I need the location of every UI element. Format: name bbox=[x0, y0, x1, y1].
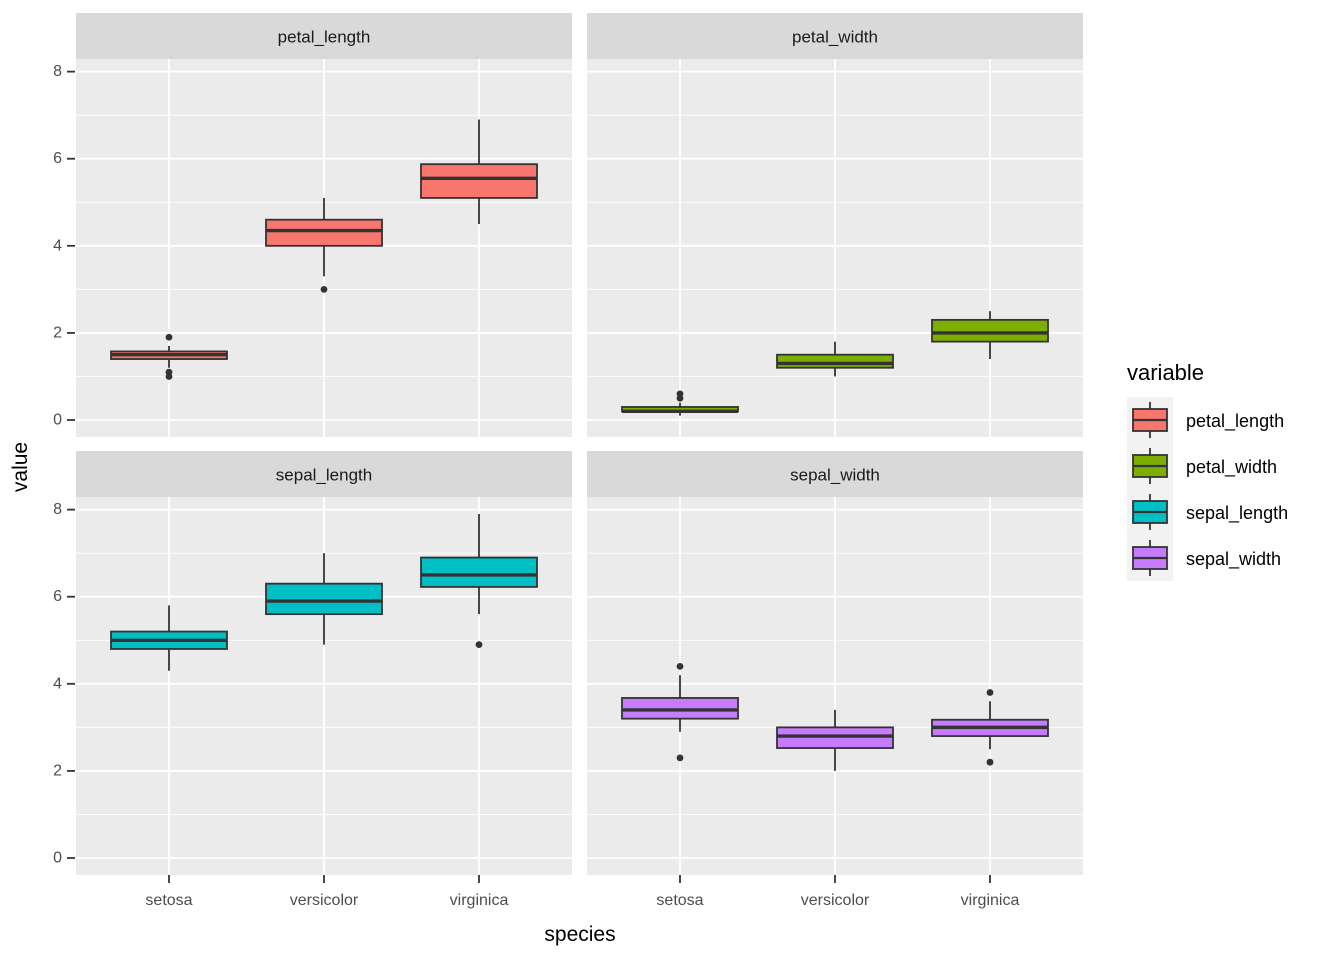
box-petal_length-versicolor bbox=[265, 218, 383, 247]
y-tick-label: 2 bbox=[53, 324, 62, 341]
y-tick-label: 8 bbox=[53, 63, 62, 80]
legend-entry-label: sepal_length bbox=[1186, 503, 1288, 524]
x-tick-label: setosa bbox=[656, 892, 703, 909]
x-axis-title: species bbox=[544, 923, 615, 946]
box-sepal_length-virginica bbox=[420, 556, 538, 588]
box-sepal_length-versicolor bbox=[265, 582, 383, 616]
outlier-point bbox=[165, 368, 173, 376]
outlier-point bbox=[676, 663, 684, 670]
x-tick-label: virginica bbox=[961, 892, 1020, 909]
facet-title: petal_width bbox=[792, 28, 878, 47]
facet-strip-petal_width bbox=[587, 13, 1083, 59]
outlier-point bbox=[986, 689, 994, 696]
y-tick-label: 0 bbox=[53, 850, 62, 867]
legend-entry-label: petal_length bbox=[1186, 411, 1284, 432]
y-tick-label: 8 bbox=[53, 501, 62, 518]
y-tick-label: 2 bbox=[53, 762, 62, 779]
box-petal_length-virginica bbox=[420, 163, 538, 199]
x-tick-label: setosa bbox=[145, 892, 192, 909]
y-tick-label: 0 bbox=[53, 412, 62, 429]
x-tick-label: versicolor bbox=[290, 892, 359, 909]
legend-title: variable bbox=[1127, 360, 1204, 385]
facet-strip-petal_length bbox=[76, 13, 572, 59]
outlier-point bbox=[475, 641, 483, 649]
x-tick-label: versicolor bbox=[801, 892, 870, 909]
legend-entry-label: petal_width bbox=[1186, 457, 1277, 478]
facet-title: sepal_width bbox=[790, 466, 880, 485]
outlier-point bbox=[986, 758, 994, 766]
facet-strip-sepal_width bbox=[587, 451, 1083, 497]
outlier-point bbox=[676, 390, 684, 398]
outlier-point bbox=[165, 333, 173, 341]
legend-entry-label: sepal_width bbox=[1186, 549, 1281, 570]
outlier-point bbox=[320, 285, 328, 293]
facet-title: petal_length bbox=[278, 28, 371, 47]
box-petal_width-versicolor bbox=[776, 353, 894, 369]
y-tick-label: 4 bbox=[53, 237, 62, 254]
facet-strip-sepal_length bbox=[76, 451, 572, 497]
y-tick-label: 6 bbox=[53, 588, 62, 605]
facet-title: sepal_length bbox=[276, 466, 372, 485]
y-tick-label: 4 bbox=[53, 675, 62, 692]
y-tick-label: 6 bbox=[53, 150, 62, 167]
box-petal_width-virginica bbox=[931, 318, 1049, 343]
x-tick-label: virginica bbox=[450, 892, 509, 909]
y-axis-title: value bbox=[9, 442, 32, 492]
outlier-point bbox=[676, 754, 684, 762]
